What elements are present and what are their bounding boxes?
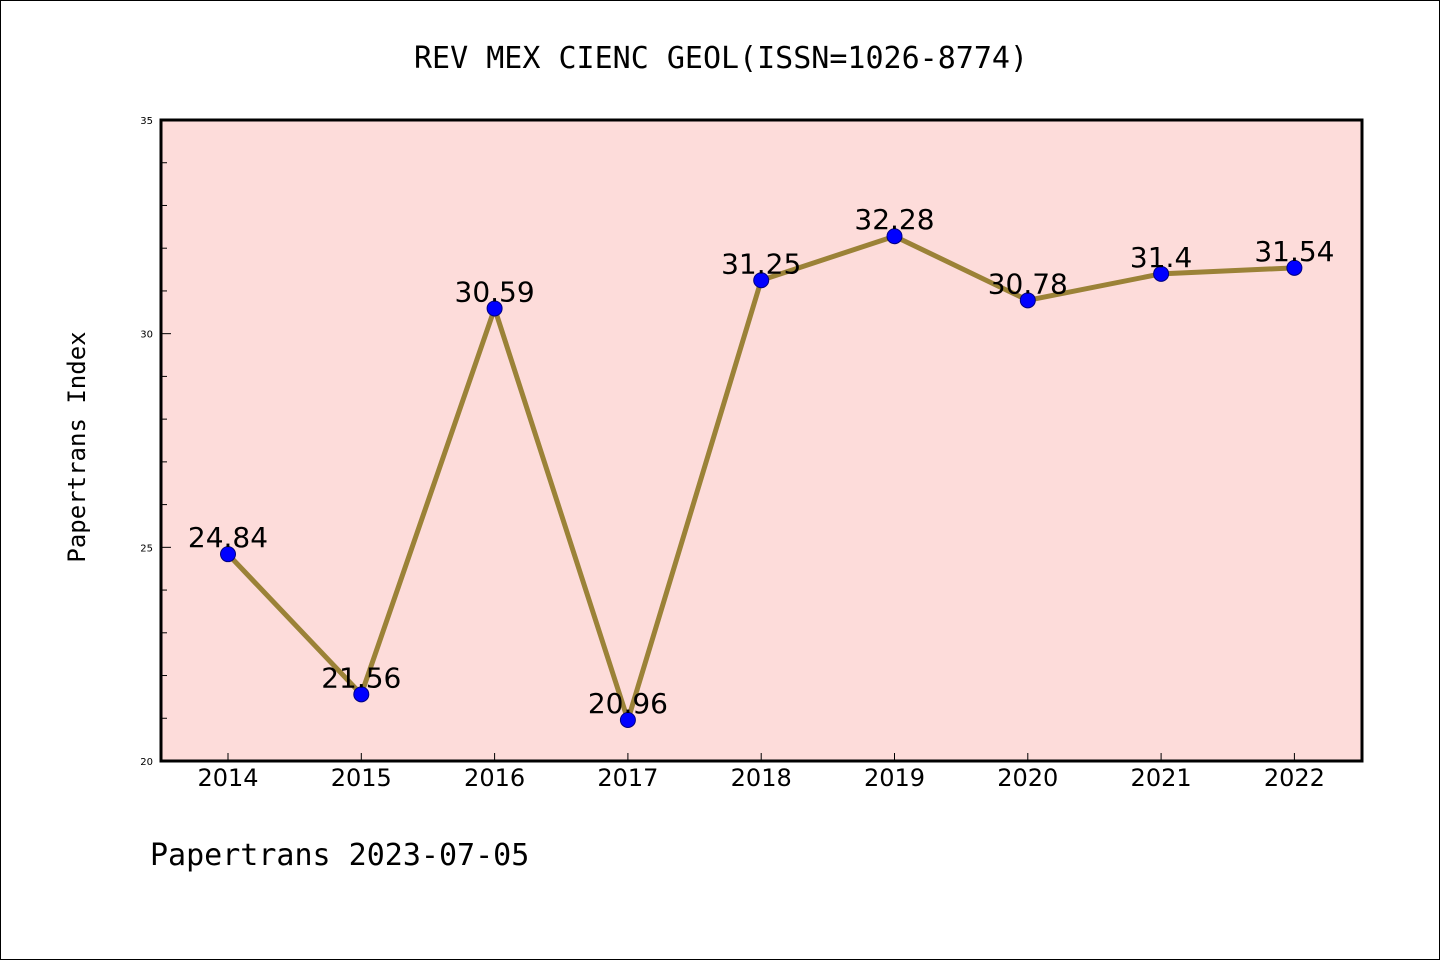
data-label-2021: 31.4 — [1130, 241, 1192, 274]
data-label-2020: 30.78 — [988, 267, 1068, 300]
x-tick-label: 2021 — [1131, 764, 1192, 792]
data-label-2014: 24.84 — [188, 521, 268, 554]
y-axis-label: Papertrans Index — [63, 331, 91, 562]
data-point-2014 — [220, 546, 236, 563]
data-point-2015 — [353, 686, 370, 703]
data-label-2015: 21.56 — [321, 661, 401, 694]
chart-title: REV MEX CIENC GEOL(ISSN=1026-8774) — [414, 41, 1028, 76]
data-label-2017: 20.96 — [588, 687, 668, 720]
data-point-2019 — [886, 228, 903, 245]
data-point-2018 — [753, 272, 770, 289]
y-axis-ticks: 20 25 30 35 — [140, 116, 171, 768]
data-point-2016 — [486, 300, 503, 317]
y-tick-label: 25 — [140, 543, 153, 554]
x-tick-label: 2016 — [464, 764, 525, 792]
y-tick-label: 35 — [140, 116, 153, 127]
x-tick-label: 2014 — [197, 764, 258, 792]
x-tick-label: 2015 — [331, 764, 392, 792]
x-tick-label: 2022 — [1264, 764, 1325, 792]
x-tick-label: 2020 — [997, 764, 1058, 792]
data-point-2021 — [1153, 265, 1170, 282]
data-point-2017 — [619, 711, 636, 728]
data-point-2020 — [1019, 292, 1036, 309]
y-tick-label: 20 — [140, 757, 153, 768]
data-label-layer: 24.84 21.56 30.59 20.96 31.25 32.28 30.78 31.4 3… — [188, 203, 1335, 720]
footer-text: Papertrans 2023-07-05 — [150, 838, 529, 873]
y-tick-label: 30 — [140, 330, 153, 341]
x-tick-label: 2019 — [864, 764, 925, 792]
x-axis-ticks: 2014 2015 2016 2017 2018 2019 2020 2021 2022 — [197, 753, 1325, 792]
data-label-2018: 31.25 — [721, 247, 801, 280]
data-label-2019: 32.28 — [854, 203, 934, 236]
data-point-2022 — [1286, 259, 1303, 276]
data-label-2022: 31.54 — [1254, 235, 1334, 268]
plot-area — [159, 118, 1364, 763]
x-tick-label: 2017 — [597, 764, 658, 792]
series-layer — [220, 228, 1303, 728]
data-label-2016: 30.59 — [455, 275, 535, 308]
x-tick-label: 2018 — [731, 764, 792, 792]
